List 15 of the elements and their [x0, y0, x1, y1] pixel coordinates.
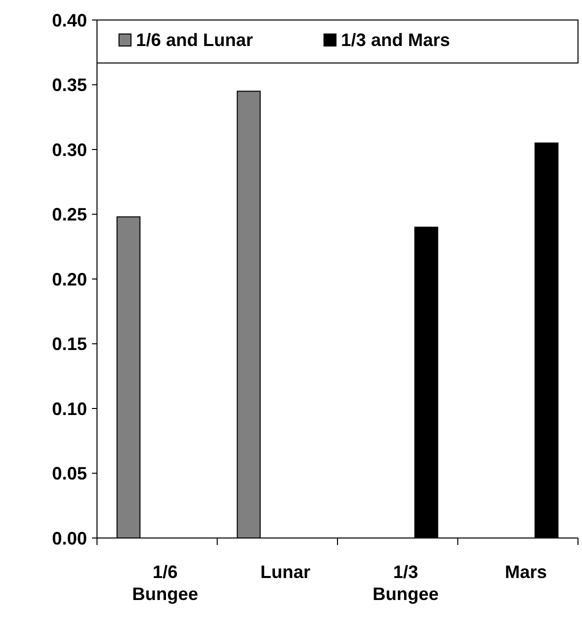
- legend-label: 1/6 and Lunar: [136, 30, 254, 50]
- y-tick-label: 0.40: [52, 10, 87, 30]
- y-tick-label: 0.20: [52, 269, 87, 290]
- x-tick-label: Lunar: [260, 562, 310, 582]
- x-tick-label: Mars: [504, 562, 547, 582]
- y-tick-label: 0.25: [52, 204, 87, 225]
- y-tick-label: 0.00: [52, 528, 87, 548]
- x-tick-label: 1/3 Bungee: [372, 562, 439, 604]
- y-tick-label: 0.10: [52, 398, 87, 419]
- y-tick-label: 0.05: [52, 464, 87, 484]
- x-tick-label: 1/6 Bungee: [132, 562, 198, 604]
- y-tick-label: 0.35: [52, 75, 87, 96]
- y-tick-label: 0.15: [52, 334, 87, 354]
- y-tick-label: 0.30: [52, 140, 87, 160]
- legend-label: 1/3 and Mars: [341, 30, 450, 50]
